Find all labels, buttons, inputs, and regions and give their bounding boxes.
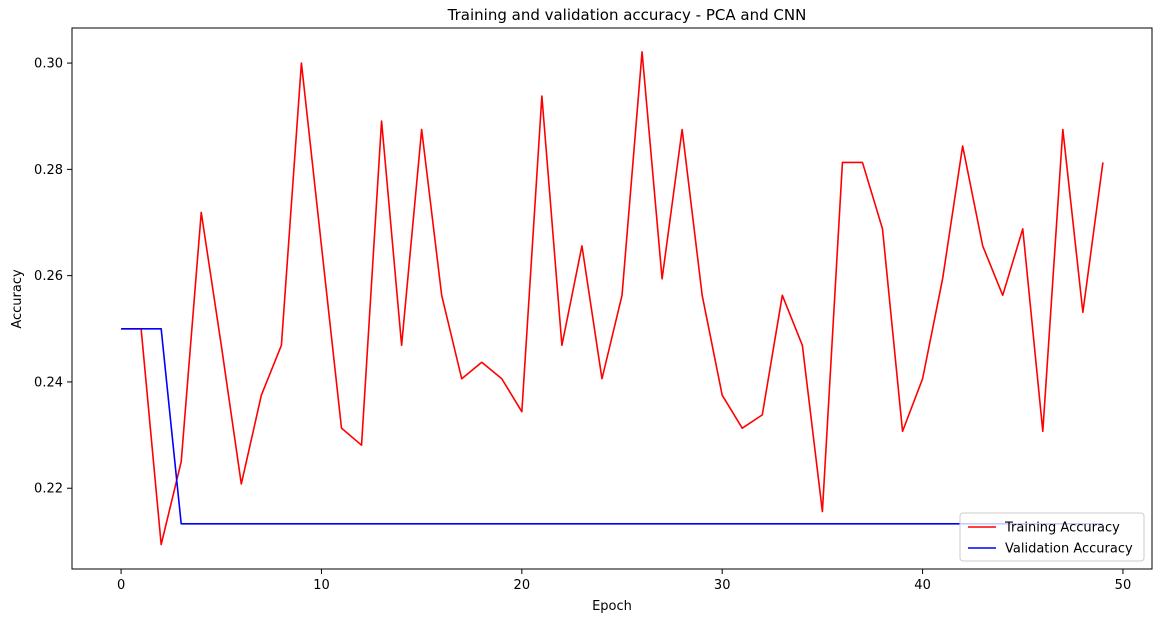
legend: Training Accuracy Validation Accuracy <box>959 512 1145 562</box>
y-tick-label: 0.24 <box>34 375 63 390</box>
y-tick-label: 0.22 <box>34 482 63 497</box>
legend-label-training-accuracy: Training Accuracy <box>1004 521 1120 536</box>
x-tick-label: 50 <box>1115 578 1132 593</box>
x-axis-label: Epoch <box>592 599 632 614</box>
y-axis-label: Accuracy <box>10 269 25 329</box>
y-ticks: 0.22 0.24 0.26 0.28 0.30 <box>34 57 72 497</box>
training-accuracy-line <box>121 51 1104 546</box>
legend-label-validation-accuracy: Validation Accuracy <box>1005 542 1133 557</box>
chart-title: Training and validation accuracy - PCA a… <box>447 6 807 24</box>
x-tick-label: 20 <box>514 578 531 593</box>
legend-box <box>959 512 1145 562</box>
plot-frame <box>71 27 1153 570</box>
validation-accuracy-line <box>121 327 1103 525</box>
x-tick-label: 10 <box>313 578 330 593</box>
x-tick-label: 40 <box>914 578 931 593</box>
y-tick-label: 0.30 <box>34 57 63 72</box>
y-tick-label: 0.26 <box>34 269 63 284</box>
plot-lines <box>121 51 1104 546</box>
x-tick-label: 0 <box>117 578 125 593</box>
y-tick-label: 0.28 <box>34 163 63 178</box>
x-ticks: 0 10 20 30 40 50 <box>117 569 1131 593</box>
x-tick-label: 30 <box>714 578 731 593</box>
